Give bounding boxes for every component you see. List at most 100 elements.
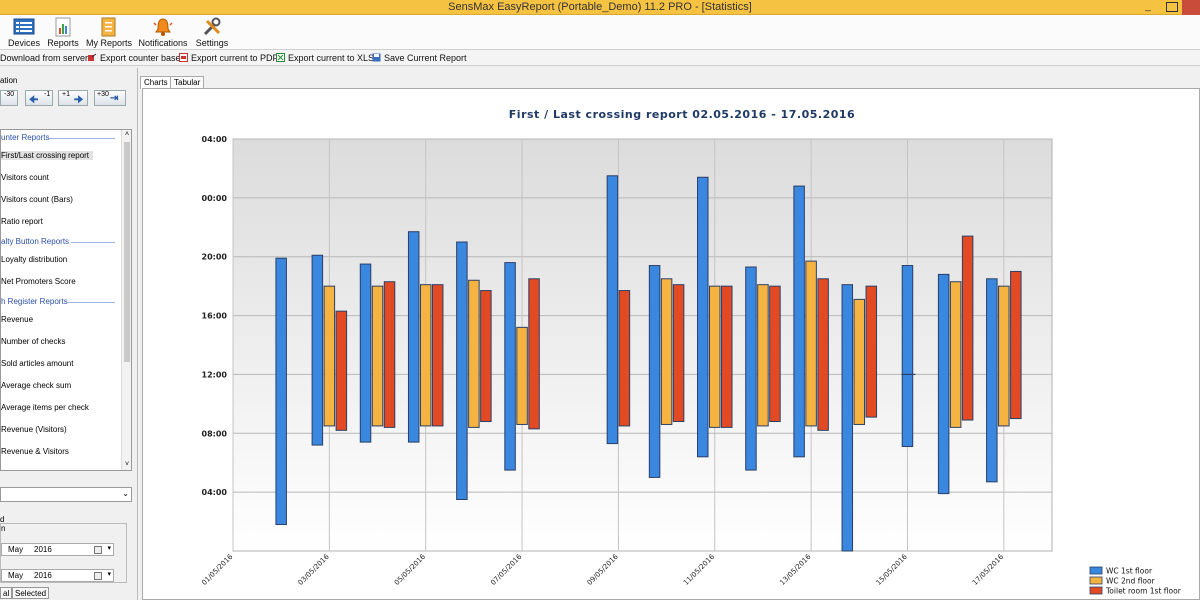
report-list: unter Reports First/Last crossing report…: [0, 129, 132, 471]
report-list-scrollbar[interactable]: ˄ ˅: [121, 130, 131, 470]
bar-toilet-room-1st-floor: [528, 278, 540, 430]
legend-label: WC 2nd floor: [1106, 577, 1156, 586]
report-object-select[interactable]: ⌄: [0, 487, 132, 502]
nav-back-30-button[interactable]: -30: [0, 90, 18, 106]
reports-button[interactable]: Reports: [46, 17, 80, 50]
report-item-average-items[interactable]: Average items per check: [1, 403, 89, 412]
tab-tabular[interactable]: Tabular: [170, 76, 205, 88]
report-item-visitors-count[interactable]: Visitors count: [1, 173, 49, 182]
ribbon: Devices Reports My Reports Notifications…: [0, 15, 1200, 50]
bar-toilet-room-1st-floor: [1010, 270, 1022, 420]
arrow-left-icon: 🠈: [29, 95, 39, 106]
chevron-down-icon[interactable]: ˅: [124, 461, 130, 468]
export-counter-base-button[interactable]: Export counter base: [88, 52, 181, 64]
reports-icon: [55, 17, 71, 37]
calendar-icon[interactable]: [94, 572, 102, 580]
calendar-icon[interactable]: [94, 546, 102, 554]
export-pdf-button[interactable]: Export current to PDF: [179, 52, 278, 64]
report-item-revenue-and-visitors[interactable]: Revenue & Visitors: [1, 447, 69, 456]
date-to-month: May: [8, 571, 24, 580]
bar-toilet-room-1st-floor: [865, 285, 878, 418]
date-from-field[interactable]: May 2016 ▾: [1, 543, 114, 556]
bar-toilet-room-1st-floor: [335, 310, 348, 431]
bar-toilet-room-1st-floor: [672, 284, 685, 423]
chevron-down-icon[interactable]: ▾: [107, 545, 111, 552]
bar-wc-1st-floor: [275, 257, 287, 526]
reports-label: Reports: [47, 38, 79, 48]
report-item-first-last[interactable]: First/Last crossing report: [1, 151, 94, 160]
x-tick-label: 03/05/2016: [297, 552, 332, 587]
date-to-field[interactable]: May 2016 ▾: [1, 569, 114, 582]
report-item-average-check-sum[interactable]: Average check sum: [1, 381, 72, 390]
bar-wc-1st-floor: [311, 254, 324, 446]
chart-title: First / Last crossing report 02.05.2016 …: [509, 108, 855, 121]
report-item-revenue-visitors[interactable]: Revenue (Visitors): [1, 425, 67, 434]
save-current-report-label: Save Current Report: [384, 53, 467, 63]
close-icon[interactable]: [1182, 0, 1200, 15]
export-counter-base-label: Export counter base: [100, 53, 181, 63]
minimize-icon[interactable]: _: [1145, 1, 1151, 12]
report-item-visitors-count-bars[interactable]: Visitors count (Bars): [1, 195, 73, 204]
toolbar: Download from server Export counter base…: [0, 50, 1200, 66]
y-tick-label: 16:00: [202, 312, 228, 321]
x-tick-label: 17/05/2016: [971, 552, 1006, 587]
bar-wc-2nd-floor: [757, 284, 769, 427]
date-from-month: May: [8, 545, 24, 554]
save-current-report-button[interactable]: Save Current Report: [372, 52, 467, 64]
bar-toilet-room-1st-floor: [480, 290, 492, 423]
bar-wc-1st-floor: [359, 263, 372, 443]
nav-back-30-label: -30: [4, 91, 15, 98]
report-item-number-of-checks[interactable]: Number of checks: [1, 337, 66, 346]
bar-wc-2nd-floor: [323, 285, 336, 427]
settings-label: Settings: [195, 38, 229, 48]
legend-swatch: [1089, 566, 1103, 575]
my-reports-icon: [101, 17, 116, 37]
bar-wc-1st-floor: [504, 262, 516, 471]
export-pdf-label: Export current to PDF: [191, 53, 279, 63]
save-icon: [372, 53, 381, 62]
y-tick-label: 12:00: [202, 370, 228, 379]
legend-swatch: [1089, 586, 1103, 595]
window-title: SensMax EasyReport (Portable_Demo) 11.2 …: [448, 1, 752, 13]
nav-back-1-label: -1: [44, 91, 51, 98]
chevron-down-icon[interactable]: ▾: [107, 571, 111, 578]
bar-toilet-room-1st-floor: [769, 285, 781, 423]
period-group-label: d: [0, 515, 5, 524]
chevron-up-icon[interactable]: ˄: [124, 131, 130, 138]
date-from-year: 2016: [34, 545, 52, 554]
report-item-ratio[interactable]: Ratio report: [1, 217, 43, 226]
settings-button[interactable]: Settings: [194, 17, 230, 50]
report-item-revenue[interactable]: Revenue: [1, 315, 34, 324]
my-reports-button[interactable]: My Reports: [86, 17, 132, 50]
nav-forward-1-button[interactable]: +1 🠊: [58, 90, 88, 106]
maximize-icon[interactable]: [1166, 2, 1178, 12]
devices-icon: [13, 18, 35, 35]
export-xls-button[interactable]: Export current to XLS: [276, 52, 374, 64]
tab-normal[interactable]: al: [0, 587, 12, 599]
title-bar: SensMax EasyReport (Portable_Demo) 11.2 …: [0, 0, 1200, 15]
devices-button[interactable]: Devices: [4, 17, 44, 50]
legend-swatch: [1089, 576, 1103, 585]
bar-wc-1st-floor: [407, 231, 420, 443]
scroll-thumb[interactable]: [124, 142, 130, 362]
bar-wc-2nd-floor: [516, 326, 528, 425]
bar-toilet-room-1st-floor: [961, 235, 974, 421]
report-item-loyalty-distribution[interactable]: Loyalty distribution: [1, 255, 68, 264]
pdf-icon: [179, 53, 188, 62]
date-to-year: 2016: [34, 571, 52, 580]
nav-back-1-button[interactable]: 🠈 -1: [25, 90, 53, 106]
report-item-sold-articles[interactable]: Sold articles amount: [1, 359, 74, 368]
notifications-button[interactable]: Notifications: [138, 17, 188, 50]
report-item-net-promoters[interactable]: Net Promoters Score: [1, 277, 76, 286]
y-tick-label: 04:00: [202, 488, 228, 497]
bar-wc-2nd-floor: [419, 284, 432, 427]
bar-wc-1st-floor: [986, 278, 998, 483]
bar-wc-1st-floor: [456, 241, 468, 500]
tab-selected[interactable]: Selected: [12, 587, 50, 599]
y-tick-label: 08:00: [202, 429, 228, 438]
bar-toilet-room-1st-floor: [618, 290, 631, 427]
nav-forward-30-button[interactable]: +30 ⇥: [94, 90, 126, 106]
y-tick-label: 20:00: [202, 253, 228, 262]
arrow-right-icon: 🠊: [74, 95, 84, 106]
download-from-server-button[interactable]: Download from server: [0, 52, 88, 64]
